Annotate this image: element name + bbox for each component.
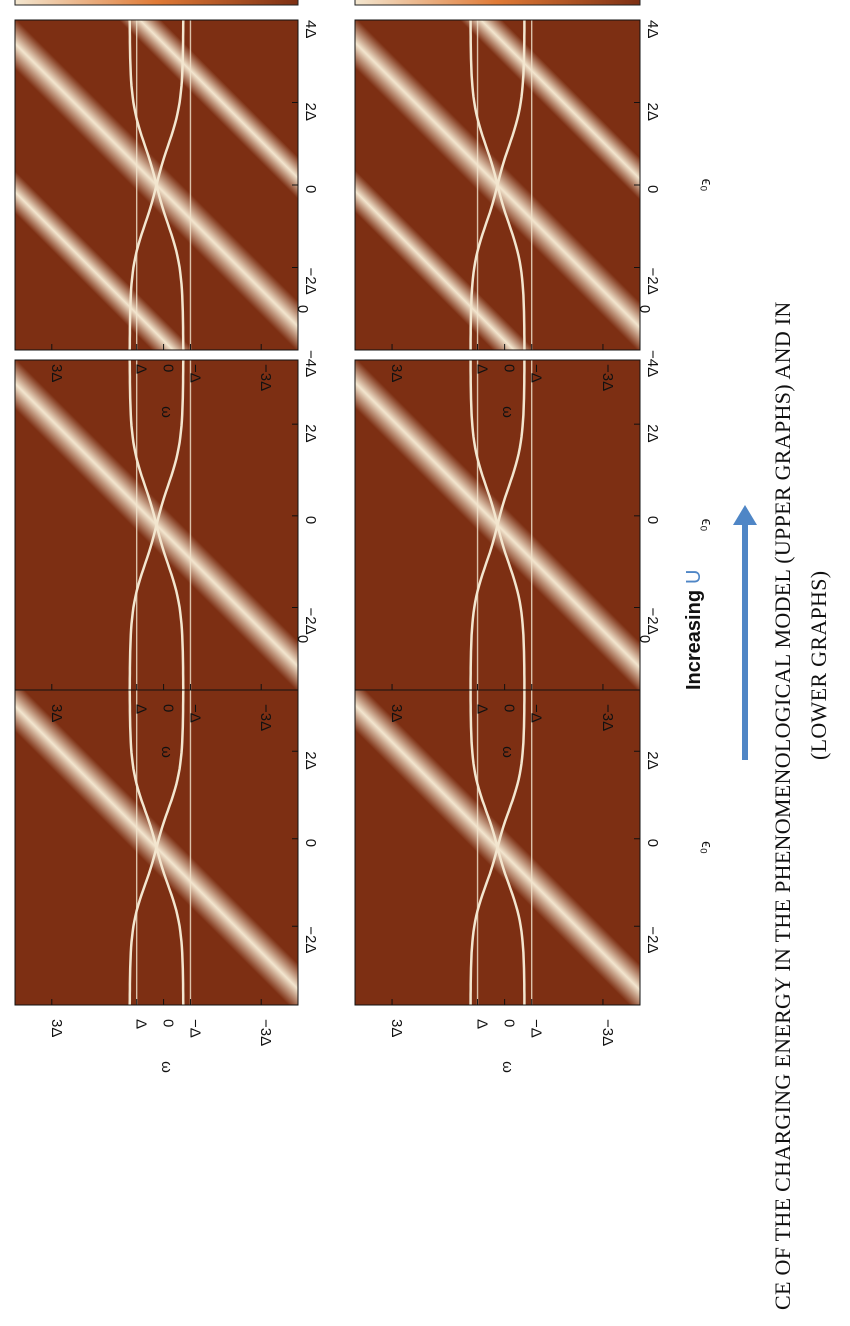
y-tick-label: −3Δ <box>257 364 274 391</box>
y-tick-label: −Δ <box>528 704 545 723</box>
y-tick-label: 3Δ <box>388 364 405 382</box>
colorbar-strip <box>354 0 641 6</box>
colorbar-tick-label: 0 <box>636 305 653 313</box>
x-tick-label: 2Δ <box>302 751 319 769</box>
x-tick-label: 2Δ <box>644 103 661 121</box>
heatmap-content <box>355 360 640 690</box>
y-tick-label: −Δ <box>186 1019 203 1038</box>
x-tick-label: −2Δ <box>644 608 661 635</box>
y-tick-label: 0 <box>501 1019 518 1027</box>
y-tick-label: 3Δ <box>48 364 65 382</box>
y-tick-label: −3Δ <box>257 704 274 731</box>
y-tick-label: 3Δ <box>388 704 405 722</box>
y-tick-label: Δ <box>133 1019 150 1029</box>
arrow-label: Increasing U <box>683 570 705 691</box>
x-tick-label: −2Δ <box>302 926 319 953</box>
y-tick-label: −3Δ <box>599 364 616 391</box>
diagonal-stripe <box>355 20 640 350</box>
arrow-head <box>733 505 757 525</box>
y-tick-label: 3Δ <box>48 1019 65 1037</box>
heatmap-content <box>15 690 298 1005</box>
x-tick-label: 0 <box>644 516 661 524</box>
y-tick-label: 0 <box>501 704 518 712</box>
y-tick-label: 0 <box>160 704 177 712</box>
y-tick-label: −3Δ <box>599 1019 616 1046</box>
x-tick-label: −2Δ <box>302 608 319 635</box>
y-tick-label: −Δ <box>528 364 545 383</box>
y-tick-label: Δ <box>474 704 491 714</box>
bound-state-curve <box>469 20 526 350</box>
y-axis-label: ω <box>158 746 175 758</box>
bound-state-curve <box>128 690 185 1005</box>
y-tick-label: 0 <box>160 1019 177 1027</box>
y-tick-label: −Δ <box>528 1019 545 1038</box>
heatmap-content <box>15 20 298 350</box>
y-tick-label: 3Δ <box>388 1019 405 1037</box>
colorbar-tick-label: 0 <box>294 305 311 313</box>
y-axis-label: ω <box>499 1061 516 1073</box>
heatmap-frame <box>14 359 299 691</box>
x-tick-label: 2Δ <box>644 424 661 442</box>
x-tick-label: 2Δ <box>302 103 319 121</box>
y-tick-label: −Δ <box>186 704 203 723</box>
diagonal-stripe <box>15 20 298 350</box>
x-tick-label: −4Δ <box>302 350 319 377</box>
x-tick-label: 0 <box>302 185 319 193</box>
caption-line-1: CE OF THE CHARGING ENERGY IN THE PHENOME… <box>770 301 795 1310</box>
figure-caption: CE OF THE CHARGING ENERGY IN THE PHENOME… <box>770 301 831 1310</box>
heatmap-frame <box>354 359 641 691</box>
y-axis-label: ω <box>158 1061 175 1073</box>
colorbar-tick-label: 0 <box>294 635 311 643</box>
diagonal-stripe <box>355 20 640 350</box>
heatmap-content <box>355 20 640 350</box>
y-tick-label: 0 <box>160 364 177 372</box>
x-tick-label: −2Δ <box>644 268 661 295</box>
x-tick-label: 4Δ <box>644 20 661 38</box>
y-tick-label: Δ <box>474 364 491 374</box>
heatmap-content <box>15 360 298 690</box>
x-tick-label: −2Δ <box>302 268 319 295</box>
x-tick-label: 0 <box>644 185 661 193</box>
increasing-u-arrow: Increasing U <box>683 505 757 760</box>
y-tick-label: −3Δ <box>599 704 616 731</box>
x-tick-label: 0 <box>302 839 319 847</box>
bound-state-curve <box>128 360 185 690</box>
panel-upper-right: D.O.S. (a.u.)52.503ΔΔ0−Δ−3Δω−4Δ−2Δ02Δ4Δϵ… <box>14 0 373 418</box>
colorbar-tick-label: 0 <box>636 635 653 643</box>
y-tick-label: −3Δ <box>257 1019 274 1046</box>
y-tick-label: Δ <box>133 704 150 714</box>
y-tick-label: Δ <box>133 364 150 374</box>
x-axis-label: ϵ₀ <box>698 519 715 532</box>
y-axis-label: ω <box>158 406 175 418</box>
y-tick-label: Δ <box>474 1019 491 1029</box>
y-tick-label: 3Δ <box>48 704 65 722</box>
arrow-label-symbol: U <box>683 570 705 584</box>
diagonal-stripe <box>15 20 298 350</box>
x-tick-label: 2Δ <box>302 424 319 442</box>
bound-state-curve <box>469 360 526 690</box>
x-axis-label: ϵ₀ <box>698 179 715 192</box>
x-tick-label: 2Δ <box>644 751 661 769</box>
x-tick-label: −2Δ <box>644 926 661 953</box>
x-tick-label: −4Δ <box>644 350 661 377</box>
x-tick-label: 4Δ <box>302 20 319 38</box>
colorbar-strip <box>14 0 299 6</box>
y-tick-label: 0 <box>501 364 518 372</box>
x-tick-label: 0 <box>302 516 319 524</box>
y-tick-label: −Δ <box>186 364 203 383</box>
y-axis-label: ω <box>499 406 516 418</box>
heatmap-content <box>355 690 640 1005</box>
x-tick-label: 0 <box>644 839 661 847</box>
caption-line-2: (LOWER GRAPHS) <box>806 571 831 760</box>
bound-state-curve <box>469 690 526 1005</box>
panel-lower-right: D.O.S. (a.u.)52.503ΔΔ0−Δ−3Δω−4Δ−2Δ02Δ4Δϵ… <box>354 0 715 418</box>
x-axis-label: ϵ₀ <box>698 841 715 854</box>
bound-state-curve <box>128 20 185 350</box>
arrow-label-word: Increasing <box>683 590 705 690</box>
y-axis-label: ω <box>499 746 516 758</box>
